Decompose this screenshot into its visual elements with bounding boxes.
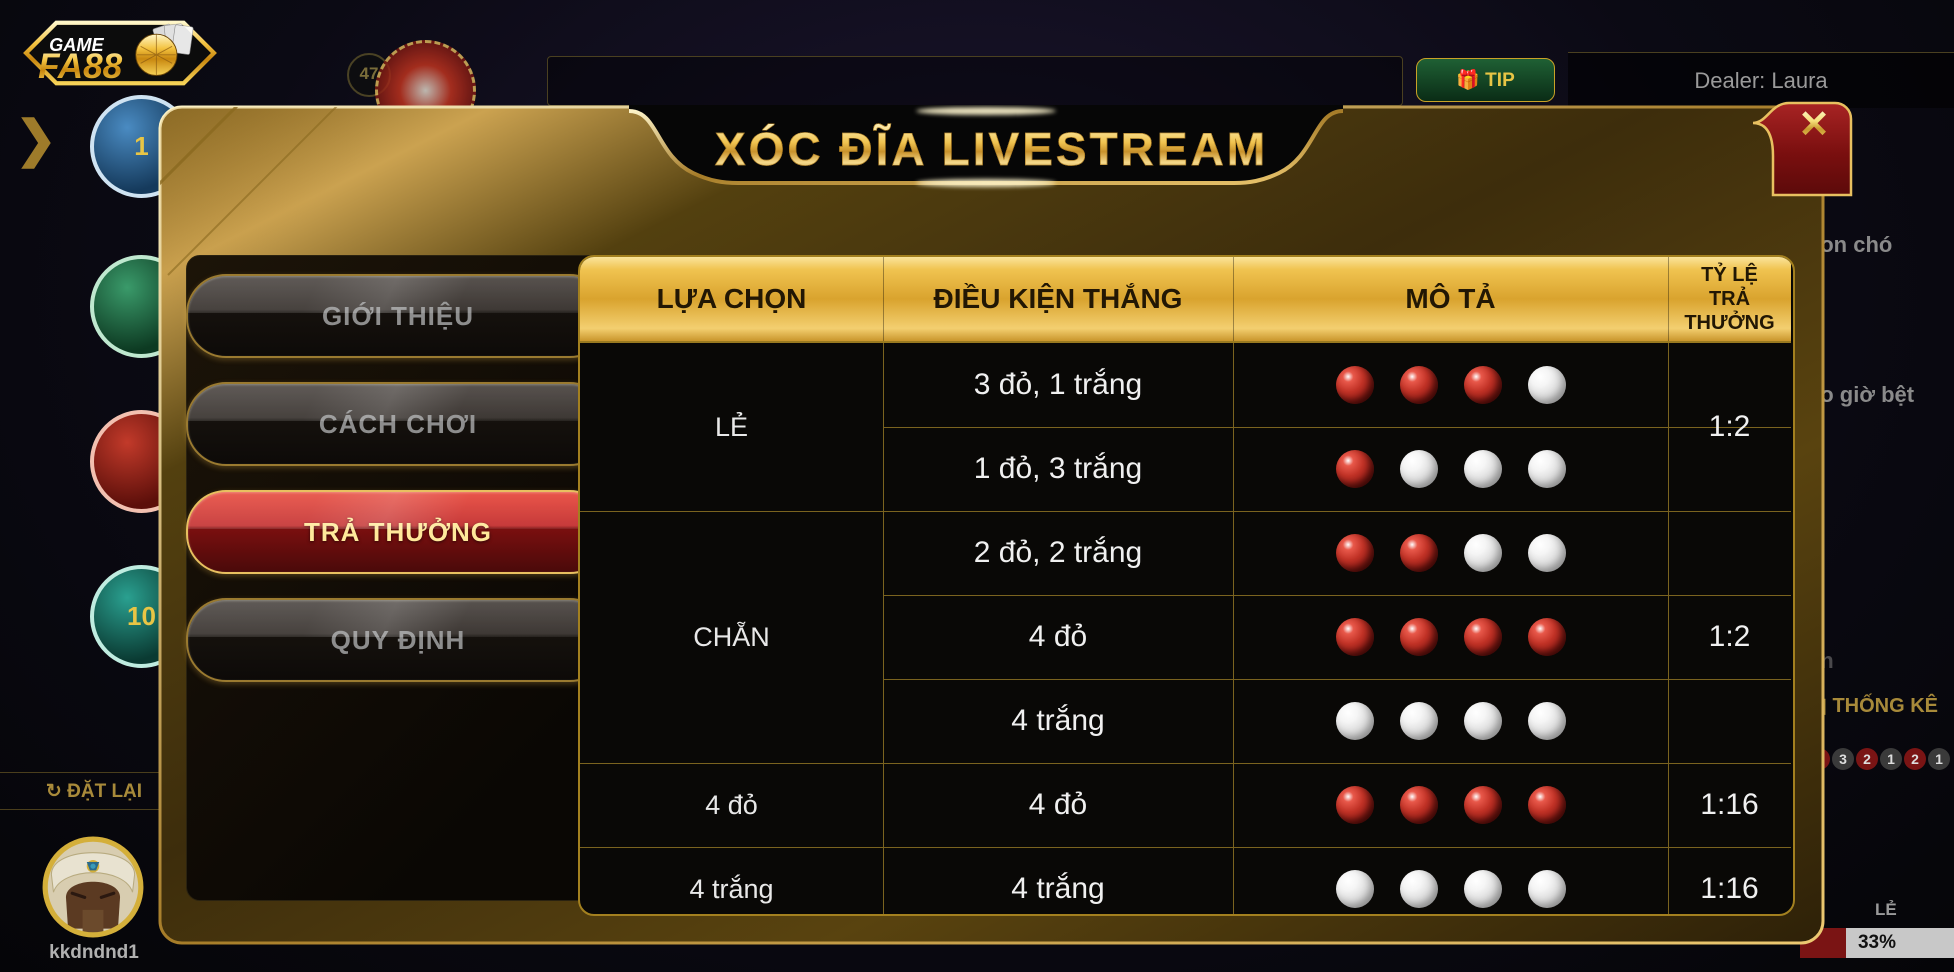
svg-text:FA88: FA88 xyxy=(38,47,122,86)
